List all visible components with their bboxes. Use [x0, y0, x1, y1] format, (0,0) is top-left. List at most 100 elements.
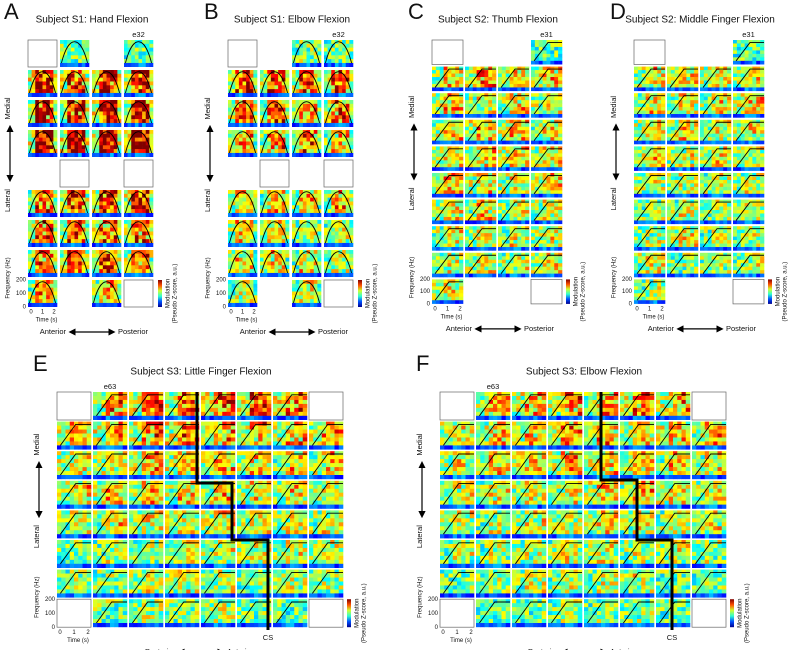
time-tick: 1	[41, 310, 45, 316]
tile-cell	[477, 137, 481, 141]
tile-cell	[285, 198, 289, 202]
tile-cell	[292, 273, 296, 277]
tile-cell	[96, 269, 100, 273]
tile-cell	[299, 198, 303, 202]
tile-cell	[260, 134, 264, 138]
tile-cell	[253, 74, 257, 78]
tile-cell	[517, 93, 521, 97]
tile-cell	[107, 284, 111, 288]
tile-cell	[448, 130, 452, 134]
tile-cell	[346, 63, 350, 67]
tile-cell	[432, 70, 436, 74]
tile-cell	[50, 269, 54, 273]
tile-cell	[71, 48, 75, 52]
tile-cell	[39, 111, 43, 115]
tile-cell	[349, 198, 353, 202]
tile-cell	[146, 74, 150, 78]
tile-cell	[243, 141, 247, 145]
tile-cell	[349, 153, 353, 157]
tile-cell	[303, 239, 307, 243]
tile-cell	[253, 123, 257, 127]
tile-cell	[342, 269, 346, 273]
tile-cell	[310, 265, 314, 269]
tile-cell	[99, 243, 103, 247]
tile-cell	[477, 226, 481, 230]
tile-cell	[239, 265, 243, 269]
tile-cell	[296, 70, 300, 74]
tile-cell	[328, 153, 332, 157]
tile-cell	[498, 233, 502, 237]
tile-cell	[349, 74, 353, 78]
tile-cell	[539, 87, 543, 91]
tile-cell	[149, 201, 153, 205]
tile-cell	[459, 111, 463, 115]
tile-cell	[465, 240, 469, 244]
tile-cell	[331, 51, 335, 55]
tile-cell	[142, 231, 146, 235]
tile-cell	[239, 93, 243, 97]
tile-cell	[539, 84, 543, 88]
tile-cell	[103, 291, 107, 295]
tile-cell	[432, 256, 436, 260]
tile-cell	[142, 85, 146, 89]
tile-cell	[103, 108, 107, 112]
tile-cell	[75, 78, 79, 82]
tile-cell	[498, 210, 502, 214]
tile-cell	[521, 247, 525, 251]
tile-cell	[459, 141, 463, 145]
tile-cell	[53, 220, 57, 224]
tile-cell	[539, 97, 543, 101]
tile-cell	[554, 74, 558, 78]
tile-cell	[440, 167, 444, 171]
tile-cell	[310, 55, 314, 59]
spectrogram-tile	[465, 226, 496, 251]
tile-cell	[232, 119, 236, 123]
tile-cell	[285, 93, 289, 97]
tile-cell	[271, 261, 275, 265]
tile-cell	[103, 74, 107, 78]
tile-cell	[310, 51, 314, 55]
tile-cell	[107, 93, 111, 97]
tile-cell	[60, 201, 64, 205]
tile-cell	[558, 213, 562, 217]
tile-cell	[260, 220, 264, 224]
tile-cell	[135, 198, 139, 202]
tile-cell	[135, 273, 139, 277]
tile-cell	[324, 213, 328, 217]
tile-cell	[296, 209, 300, 213]
tile-cell	[303, 205, 307, 209]
tile-cell	[142, 141, 146, 145]
tile-cell	[448, 157, 452, 161]
tile-cell	[107, 243, 111, 247]
tile-cell	[146, 93, 150, 97]
tile-cell	[67, 239, 71, 243]
tile-cell	[75, 108, 79, 112]
tile-cell	[477, 104, 481, 108]
tile-cell	[502, 200, 506, 204]
tile-cell	[67, 93, 71, 97]
tile-cell	[535, 157, 539, 161]
tile-cell	[339, 89, 343, 93]
tile-cell	[110, 198, 114, 202]
tile-cell	[243, 224, 247, 228]
tile-cell	[465, 230, 469, 234]
tile-cell	[107, 119, 111, 123]
tile-cell	[82, 239, 86, 243]
tile-cell	[114, 273, 118, 277]
tile-cell	[444, 146, 448, 150]
tile-cell	[228, 93, 232, 97]
tile-cell	[139, 59, 143, 63]
tile-cell	[451, 237, 455, 241]
tile-cell	[498, 146, 502, 150]
tile-cell	[324, 70, 328, 74]
tile-cell	[506, 120, 510, 124]
tile-cell	[117, 284, 121, 288]
tile-cell	[307, 123, 311, 127]
tile-cell	[260, 254, 264, 258]
tile-cell	[459, 203, 463, 207]
tile-cell	[39, 81, 43, 85]
tile-cell	[473, 111, 477, 115]
tile-cell	[43, 205, 47, 209]
tile-cell	[114, 299, 118, 303]
tile-cell	[142, 63, 146, 67]
